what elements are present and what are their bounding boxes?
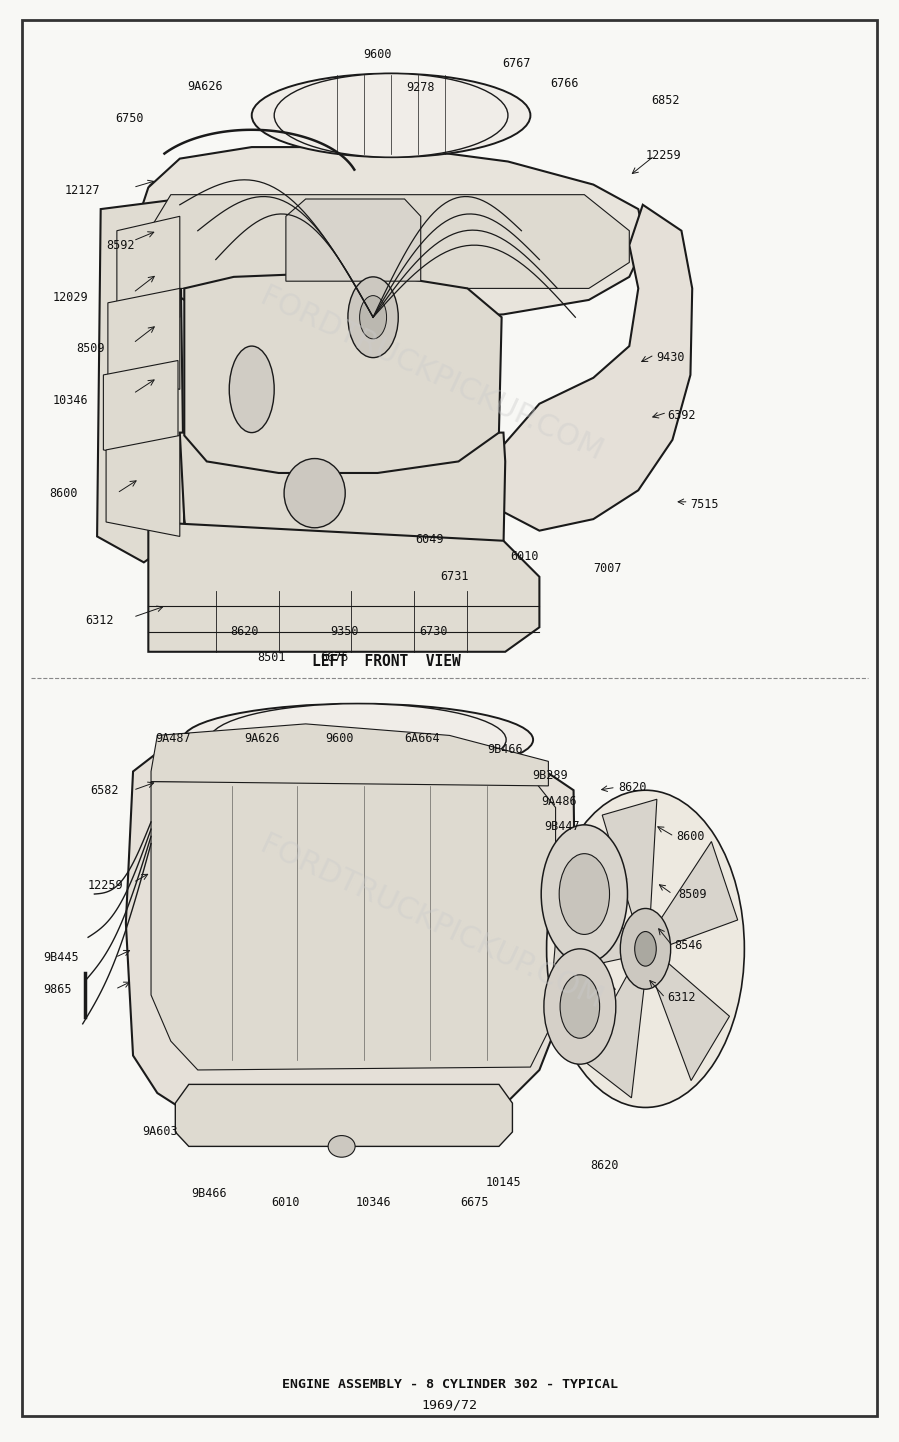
- Text: 9A487: 9A487: [155, 731, 191, 746]
- Text: 8620: 8620: [230, 624, 259, 639]
- Text: 6675: 6675: [460, 1195, 489, 1210]
- Ellipse shape: [284, 459, 345, 528]
- Text: 10145: 10145: [485, 1175, 521, 1190]
- Polygon shape: [502, 205, 692, 531]
- Text: ENGINE ASSEMBLY - 8 CYLINDER 302 - TYPICAL: ENGINE ASSEMBLY - 8 CYLINDER 302 - TYPIC…: [281, 1377, 618, 1392]
- Circle shape: [360, 296, 387, 339]
- Text: 6312: 6312: [667, 991, 696, 1005]
- Ellipse shape: [229, 346, 274, 433]
- Text: 9B466: 9B466: [191, 1187, 227, 1201]
- FancyBboxPatch shape: [22, 20, 877, 1416]
- Text: 9600: 9600: [363, 48, 392, 62]
- Text: 8620: 8620: [619, 780, 647, 795]
- Text: 12259: 12259: [88, 878, 124, 893]
- Circle shape: [348, 277, 398, 358]
- Text: 6767: 6767: [503, 56, 531, 71]
- Polygon shape: [126, 747, 575, 1113]
- Circle shape: [544, 949, 616, 1064]
- Text: 9600: 9600: [325, 731, 354, 746]
- Circle shape: [541, 825, 628, 963]
- Text: 8509: 8509: [679, 887, 708, 901]
- Text: 9278: 9278: [406, 81, 435, 95]
- Text: 6392: 6392: [667, 408, 696, 423]
- Text: 6852: 6852: [651, 94, 680, 108]
- Text: 6675: 6675: [320, 650, 349, 665]
- Text: 8620: 8620: [590, 1158, 619, 1172]
- Text: 8501: 8501: [257, 650, 286, 665]
- Text: 6010: 6010: [271, 1195, 300, 1210]
- Ellipse shape: [209, 704, 506, 776]
- Polygon shape: [151, 782, 556, 1070]
- Polygon shape: [660, 842, 738, 946]
- Text: 8600: 8600: [49, 486, 78, 500]
- Text: 9A626: 9A626: [245, 731, 280, 746]
- Text: 12259: 12259: [645, 149, 681, 163]
- Polygon shape: [97, 199, 184, 562]
- Ellipse shape: [328, 1136, 355, 1156]
- Text: 9A626: 9A626: [187, 79, 223, 94]
- Text: 9430: 9430: [656, 350, 685, 365]
- Circle shape: [620, 908, 671, 989]
- Polygon shape: [180, 433, 505, 562]
- Text: 6312: 6312: [85, 613, 114, 627]
- Text: 9350: 9350: [330, 624, 359, 639]
- Polygon shape: [151, 724, 548, 786]
- Polygon shape: [286, 199, 421, 281]
- Text: 9A603: 9A603: [142, 1125, 178, 1139]
- Text: 8509: 8509: [76, 342, 105, 356]
- Polygon shape: [142, 195, 629, 288]
- Text: 9B466: 9B466: [487, 743, 523, 757]
- Polygon shape: [582, 973, 645, 1097]
- Circle shape: [635, 932, 656, 966]
- Text: 10346: 10346: [52, 394, 88, 408]
- Text: LEFT  FRONT  VIEW: LEFT FRONT VIEW: [312, 655, 461, 669]
- Polygon shape: [148, 522, 539, 652]
- Polygon shape: [117, 216, 180, 317]
- Text: 12127: 12127: [65, 183, 101, 198]
- Text: 6730: 6730: [419, 624, 448, 639]
- Text: 6731: 6731: [441, 570, 469, 584]
- Text: 8592: 8592: [106, 238, 135, 252]
- Ellipse shape: [274, 74, 508, 157]
- Text: 6750: 6750: [115, 111, 144, 125]
- Text: 6010: 6010: [511, 549, 539, 564]
- Text: 6A664: 6A664: [405, 731, 441, 746]
- Polygon shape: [184, 274, 502, 473]
- Text: 6049: 6049: [415, 532, 444, 547]
- Text: 9B289: 9B289: [532, 769, 568, 783]
- Text: 9B445: 9B445: [43, 950, 79, 965]
- Polygon shape: [602, 799, 657, 919]
- Text: 10346: 10346: [355, 1195, 391, 1210]
- Circle shape: [559, 854, 610, 934]
- Text: 9B447: 9B447: [544, 819, 580, 833]
- Text: 9865: 9865: [43, 982, 72, 996]
- Text: 7515: 7515: [690, 497, 719, 512]
- Circle shape: [547, 790, 744, 1107]
- Text: 8600: 8600: [676, 829, 705, 844]
- Ellipse shape: [182, 704, 533, 776]
- Polygon shape: [553, 885, 627, 973]
- Polygon shape: [133, 147, 645, 320]
- Text: 1969/72: 1969/72: [422, 1397, 477, 1412]
- Text: 8546: 8546: [674, 939, 703, 953]
- Polygon shape: [108, 288, 180, 389]
- Circle shape: [560, 975, 600, 1038]
- Text: FORDTRUCKPICKUP.COM: FORDTRUCKPICKUP.COM: [255, 283, 608, 467]
- Text: 6582: 6582: [90, 783, 119, 797]
- Polygon shape: [654, 962, 729, 1080]
- Text: FORDTRUCKPICKUP.COM: FORDTRUCKPICKUP.COM: [255, 831, 608, 1015]
- Text: 7007: 7007: [593, 561, 622, 575]
- Text: 9A486: 9A486: [541, 795, 577, 809]
- Polygon shape: [103, 360, 178, 464]
- Ellipse shape: [252, 74, 530, 157]
- Text: 12029: 12029: [52, 290, 88, 304]
- Polygon shape: [106, 435, 180, 536]
- Text: 6766: 6766: [550, 76, 579, 91]
- Polygon shape: [175, 1084, 512, 1146]
